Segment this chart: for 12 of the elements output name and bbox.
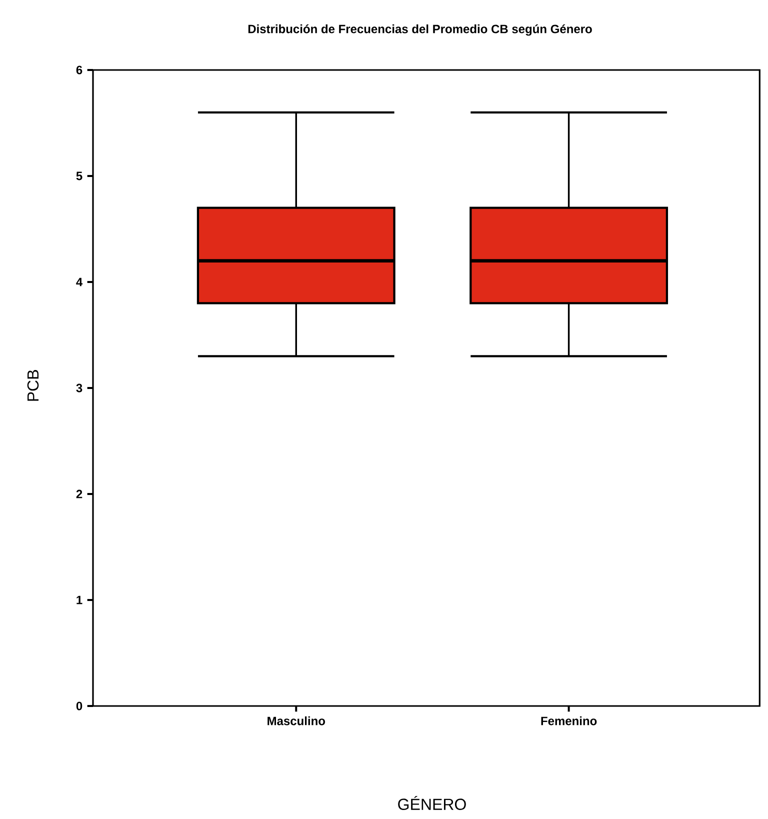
x-axis-title: GÉNERO — [398, 796, 466, 810]
y-tick-label: 4 — [76, 278, 83, 286]
y-tick-label: 2 — [76, 490, 82, 498]
y-tick-label: 1 — [76, 596, 82, 604]
chart-title: Distribución de Frecuencias del Promedio CB según Género — [248, 24, 592, 36]
x-tick-label: Femenino — [541, 716, 597, 726]
y-tick-label: 3 — [76, 384, 82, 392]
y-tick-label: 0 — [76, 702, 82, 710]
y-tick-label: 5 — [76, 172, 82, 180]
y-tick-label: 6 — [76, 66, 82, 74]
x-tick-label: Masculino — [268, 716, 325, 726]
y-axis-title: PCB — [27, 370, 39, 401]
